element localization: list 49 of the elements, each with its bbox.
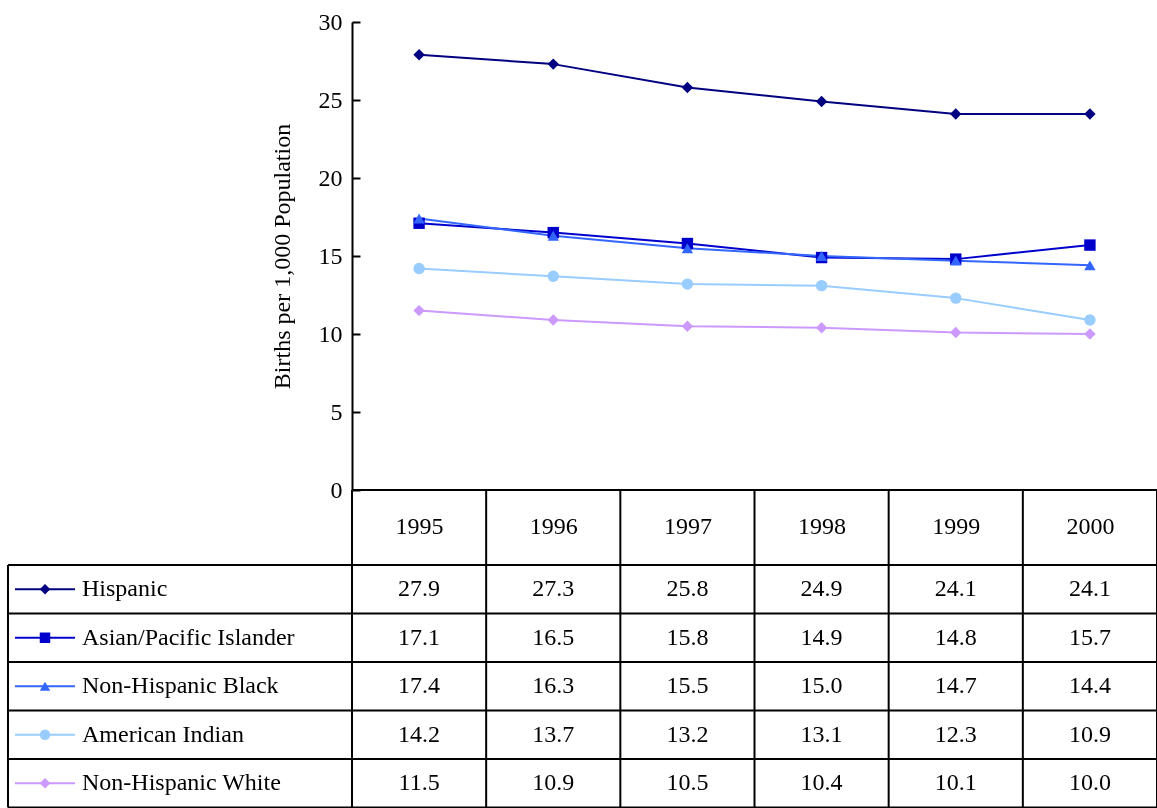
- x-tick-label: 1996: [529, 512, 578, 539]
- legend-label: Non-Hispanic White: [82, 769, 281, 796]
- data-label: 13.2: [666, 720, 709, 747]
- data-label: 10.4: [800, 769, 843, 796]
- y-tick-label: 20: [318, 164, 343, 191]
- data-label: 25.8: [666, 575, 709, 602]
- data-label: 16.5: [532, 623, 575, 650]
- data-label: 15.8: [666, 623, 709, 650]
- data-label: 17.4: [398, 672, 441, 699]
- data-label: 10.0: [1068, 769, 1111, 796]
- y-axis-title: Births per 1,000 Population: [268, 123, 295, 390]
- data-label: 14.4: [1068, 672, 1111, 699]
- data-label: 10.5: [666, 769, 709, 796]
- data-label: 27.3: [532, 575, 575, 602]
- data-label: 14.8: [934, 623, 977, 650]
- data-label: 15.0: [800, 672, 843, 699]
- data-label: 17.1: [398, 623, 441, 650]
- data-label: 14.9: [800, 623, 843, 650]
- data-label: 14.2: [398, 720, 441, 747]
- x-tick-label: 1997: [663, 512, 712, 539]
- y-tick-label: 10: [318, 320, 343, 347]
- data-label: 10.9: [1068, 720, 1111, 747]
- data-label: 24.9: [800, 575, 843, 602]
- y-tick-label: 0: [330, 476, 343, 503]
- x-tick-label: 1999: [932, 512, 981, 539]
- y-tick-label: 30: [318, 8, 343, 35]
- data-label: 10.9: [532, 769, 575, 796]
- data-label: 15.7: [1068, 623, 1111, 650]
- data-label: 27.9: [398, 575, 441, 602]
- data-label: 13.1: [800, 720, 843, 747]
- x-tick-label: 1995: [395, 512, 444, 539]
- y-tick-label: 5: [330, 398, 343, 425]
- data-label: 15.5: [666, 672, 709, 699]
- legend-label: Non-Hispanic Black: [82, 672, 279, 699]
- legend-label: American Indian: [82, 720, 244, 747]
- y-tick-label: 15: [318, 242, 343, 269]
- data-label: 13.7: [532, 720, 575, 747]
- legend-label: Asian/Pacific Islander: [82, 623, 295, 650]
- data-label: 14.7: [934, 672, 977, 699]
- data-label: 16.3: [532, 672, 575, 699]
- data-label: 24.1: [934, 575, 977, 602]
- data-label: 11.5: [398, 769, 440, 796]
- y-tick-label: 25: [318, 86, 343, 113]
- data-label: 10.1: [934, 769, 977, 796]
- x-tick-label: 2000: [1066, 512, 1115, 539]
- legend-label: Hispanic: [82, 575, 168, 602]
- data-label: 12.3: [934, 720, 977, 747]
- data-label: 24.1: [1068, 575, 1111, 602]
- x-tick-label: 1998: [798, 512, 847, 539]
